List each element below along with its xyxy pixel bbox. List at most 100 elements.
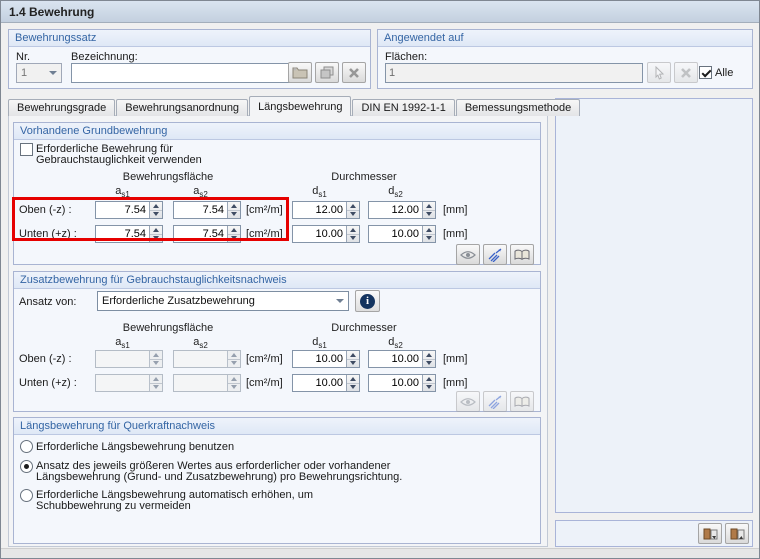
spinner[interactable] [149,226,162,242]
unit-cm2m: [cm²/m] [246,377,283,389]
durchmesser-header: Durchmesser [331,171,397,183]
unit-mm: [mm] [443,204,468,216]
zusatz-ds1-unten-value[interactable] [293,375,346,391]
spinner[interactable] [227,226,240,242]
tab-laengsbewehrung[interactable]: Längsbewehrung [249,96,352,116]
eye-icon [460,250,476,259]
grund-ds1-unten-value[interactable] [293,226,346,242]
tab-bewehrungsgrade[interactable]: Bewehrungsgrade [8,99,116,116]
default-buttons [698,523,749,544]
library-button[interactable] [510,391,534,412]
library-button[interactable] [510,244,534,265]
book-icon [514,396,530,407]
view-button[interactable] [456,244,480,265]
delete-set-button[interactable] [342,62,366,83]
col-header-ds1: ds1 [312,185,327,200]
pick-surfaces-button[interactable] [647,62,671,83]
radio-label-line2: Längsbewehrung (Grund- und Zusatzbewehru… [36,471,403,483]
grund-as1-unten-spinbox[interactable] [95,225,163,243]
grund-as2-oben-spinbox[interactable] [173,201,241,219]
unit-cm2m: [cm²/m] [246,353,283,365]
tab-bemessungsmethode[interactable]: Bemessungsmethode [455,99,581,116]
spinner [149,351,162,367]
tab-label: DIN EN 1992-1-1 [361,102,446,114]
group-angewendet-title: Angewendet auf [378,30,752,47]
spinner[interactable] [422,226,435,242]
radio-label: Erforderliche Längsbewehrung benutzen [36,441,235,453]
grund-ds2-oben-spinbox[interactable] [368,201,436,219]
radio-erforderliche-benutzen[interactable] [20,440,33,453]
info-button[interactable]: i [355,290,380,312]
zusatz-as1-unten-value [96,375,149,391]
grund-ds1-unten-spinbox[interactable] [292,225,360,243]
alle-checkbox[interactable] [699,66,712,79]
spinner[interactable] [346,375,359,391]
spinner[interactable] [346,202,359,218]
radio-groesserer-wert[interactable] [20,460,33,473]
unit-cm2m: [cm²/m] [246,228,283,240]
nr-combo[interactable]: 1 [16,63,62,83]
grund-ds1-oben-spinbox[interactable] [292,201,360,219]
spinner[interactable] [422,351,435,367]
ansatz-von-dropdown[interactable]: Erforderliche Zusatzbewehrung [97,291,349,311]
grund-as2-oben-value[interactable] [174,202,227,218]
grund-as1-unten-value[interactable] [96,226,149,242]
bewehrungsflaeche-header: Bewehrungsfläche [122,322,214,334]
grund-ds1-oben-value[interactable] [293,202,346,218]
default-settings-strip [555,520,753,547]
group-bewehrungssatz: Bewehrungssatz Nr. 1 Bezeichnung: [8,29,371,89]
zusatz-ds2-oben-value[interactable] [369,351,422,367]
tab-din-en-1992-1-1[interactable]: DIN EN 1992-1-1 [352,99,455,116]
spinner[interactable] [346,351,359,367]
zusatz-ds2-unten-spinbox[interactable] [368,374,436,392]
zusatz-ds1-unten-spinbox[interactable] [292,374,360,392]
load-default-button[interactable] [725,523,749,544]
group-angewendet-auf: Angewendet auf Flächen: Alle [377,29,753,89]
zusatz-ds1-oben-value[interactable] [293,351,346,367]
zusatz-ds2-oben-spinbox[interactable] [368,350,436,368]
radio-label-line2: Schubbewehrung zu vermeiden [36,500,191,512]
grund-as2-unten-spinbox[interactable] [173,225,241,243]
spinner [227,375,240,391]
tab-label: Bewehrungsanordnung [125,102,240,114]
rebar-direction-button[interactable] [483,391,507,412]
chevron-down-icon [45,71,61,75]
durchmesser-header: Durchmesser [331,322,397,334]
view-button[interactable] [456,391,480,412]
grund-as1-oben-spinbox[interactable] [95,201,163,219]
spinner[interactable] [422,375,435,391]
rebar-arrow-icon [488,247,501,262]
grund-as1-oben-value[interactable] [96,202,149,218]
tab-bewehrungsanordnung[interactable]: Bewehrungsanordnung [116,99,249,116]
grund-ds2-oben-value[interactable] [369,202,422,218]
spinner[interactable] [149,202,162,218]
grund-as2-unten-value[interactable] [174,226,227,242]
bezeichnung-input[interactable] [71,63,303,83]
grund-ds2-unten-spinbox[interactable] [368,225,436,243]
nr-label: Nr. [16,51,31,63]
row-label-oben: Oben (-z) : [19,353,72,365]
unit-cm2m: [cm²/m] [246,204,283,216]
zusatz-ds2-unten-value[interactable] [369,375,422,391]
unit-mm: [mm] [443,228,468,240]
flaechen-input[interactable] [385,63,643,83]
erforderliche-bewehrung-checkbox[interactable] [20,143,33,156]
grund-ds2-unten-value[interactable] [369,226,422,242]
new-set-button[interactable] [288,62,312,83]
spinner[interactable] [227,202,240,218]
spinner[interactable] [346,226,359,242]
rebar-direction-button[interactable] [483,244,507,265]
zusatz-as2-oben-spinbox [173,350,241,368]
export-default-icon [703,528,717,539]
preview-panel [555,98,753,513]
spinner[interactable] [422,202,435,218]
save-default-button[interactable] [698,523,722,544]
radio-automatisch-erhoehen[interactable] [20,489,33,502]
clear-surfaces-button[interactable] [674,62,698,83]
copy-icon [320,66,334,79]
zusatz-ds1-oben-spinbox[interactable] [292,350,360,368]
alle-checkbox-label: Alle [715,67,734,79]
group-grundbewehrung: Vorhandene Grundbewehrung Erforderliche … [13,122,541,265]
copy-set-button[interactable] [315,62,339,83]
book-icon [514,249,530,260]
